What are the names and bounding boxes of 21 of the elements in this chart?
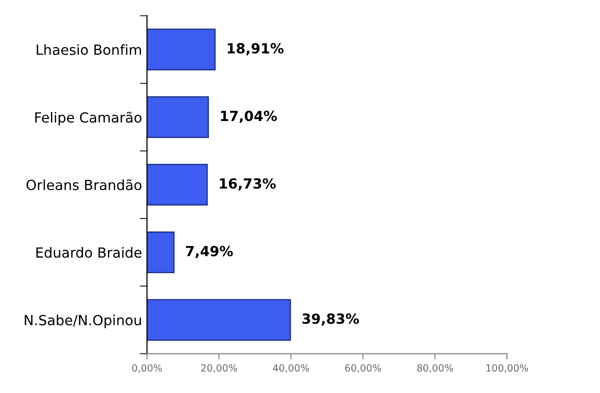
x-tick-label: 0,00% — [132, 364, 162, 373]
x-tick-label: 40,00% — [272, 364, 309, 373]
y-tick-label: Felipe Camarão — [35, 112, 142, 126]
data-label: 7,49% — [186, 246, 233, 258]
y-tick-label: N.Sabe/N.Opinou — [24, 314, 141, 328]
bar — [147, 299, 291, 341]
bar — [147, 164, 208, 206]
bar — [147, 231, 175, 274]
data-label: 39,83% — [302, 313, 359, 326]
y-tick-label: Lhaesio Bonfim — [36, 44, 141, 55]
bar — [147, 28, 216, 70]
y-tick-label: Eduardo Braide — [36, 247, 142, 258]
data-label: 18,91% — [228, 43, 284, 56]
y-tick-label: Orleans Brandão — [26, 179, 142, 190]
x-tick-label: 80,00% — [417, 364, 453, 373]
bar — [147, 96, 209, 138]
x-tick-label: 20,00% — [201, 364, 237, 373]
data-label: 17,04% — [221, 110, 277, 123]
data-label: 16,73% — [220, 178, 276, 191]
x-tick-label: 100,00% — [486, 364, 528, 373]
x-tick-label: 60,00% — [345, 364, 381, 373]
